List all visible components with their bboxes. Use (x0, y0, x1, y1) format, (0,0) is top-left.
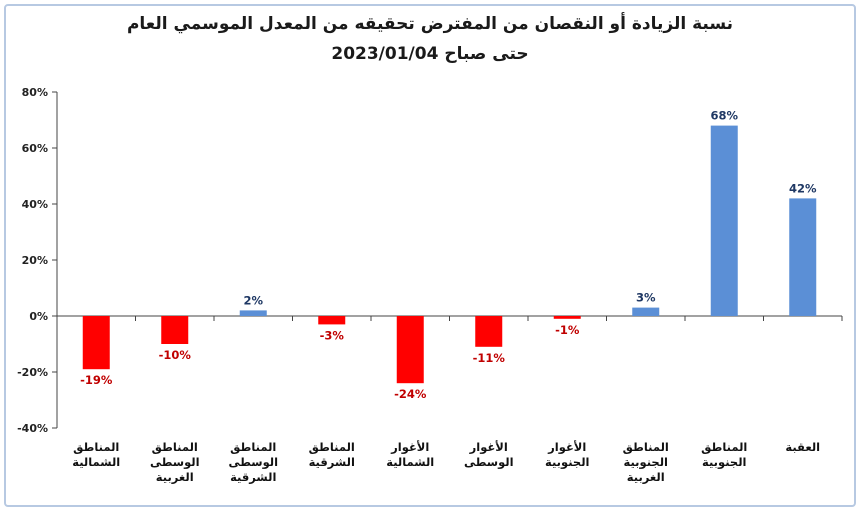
category-label: الأغوار (469, 440, 508, 455)
bar (82, 316, 110, 370)
data-label: -10% (159, 348, 192, 362)
category-label: المناطق (230, 440, 276, 454)
data-label: 42% (789, 181, 817, 195)
bar (553, 316, 581, 319)
category-label: الأغوار (390, 440, 429, 455)
category-label: الجنوبية (624, 455, 668, 470)
y-tick-label: 0% (29, 310, 48, 323)
data-label: -3% (320, 328, 345, 342)
data-label: 2% (243, 293, 263, 307)
category-label: المناطق (309, 440, 355, 454)
category-label: الشمالية (72, 455, 120, 469)
category-label: المناطق (623, 440, 669, 454)
bar (789, 198, 817, 316)
category-label: الشرقية (309, 455, 355, 469)
category-label: الشمالية (386, 455, 434, 469)
y-tick-label: 20% (22, 254, 48, 267)
category-label: الجنوبية (545, 455, 589, 470)
y-tick-label: 60% (22, 142, 48, 155)
category-label: المناطق (701, 440, 747, 454)
y-tick-label: 40% (22, 198, 48, 211)
chart-title: نسبة الزيادة أو النقصان من المفترض تحقيق… (126, 14, 734, 34)
category-label: الشرقية (230, 470, 276, 484)
bar (161, 316, 189, 344)
data-label: -1% (555, 323, 580, 337)
y-tick-label: 80% (22, 86, 48, 99)
category-label: الوسطى (228, 455, 278, 470)
bar (318, 316, 346, 325)
category-label: الوسطى (464, 455, 514, 470)
category-label: الغربية (627, 470, 665, 484)
category-label: الأغوار (547, 440, 586, 455)
bar (632, 307, 660, 316)
chart-subtitle: حتى صباح 2023/01/04 (331, 44, 529, 64)
bar (396, 316, 424, 384)
data-label: 3% (636, 291, 656, 305)
category-label: العقبة (785, 440, 820, 454)
data-label: -11% (473, 351, 506, 365)
category-label: المناطق (73, 440, 119, 454)
bar (239, 310, 267, 316)
y-tick-label: -40% (17, 422, 48, 435)
data-label: -19% (80, 373, 113, 387)
bar (475, 316, 503, 347)
data-label: -24% (394, 387, 427, 401)
category-label: الوسطى (150, 455, 200, 470)
data-label: 68% (710, 109, 738, 123)
y-tick-label: -20% (17, 366, 48, 379)
category-label: الجنوبية (702, 455, 746, 470)
category-label: الغربية (156, 470, 194, 484)
bar (710, 125, 738, 316)
category-label: المناطق (152, 440, 198, 454)
